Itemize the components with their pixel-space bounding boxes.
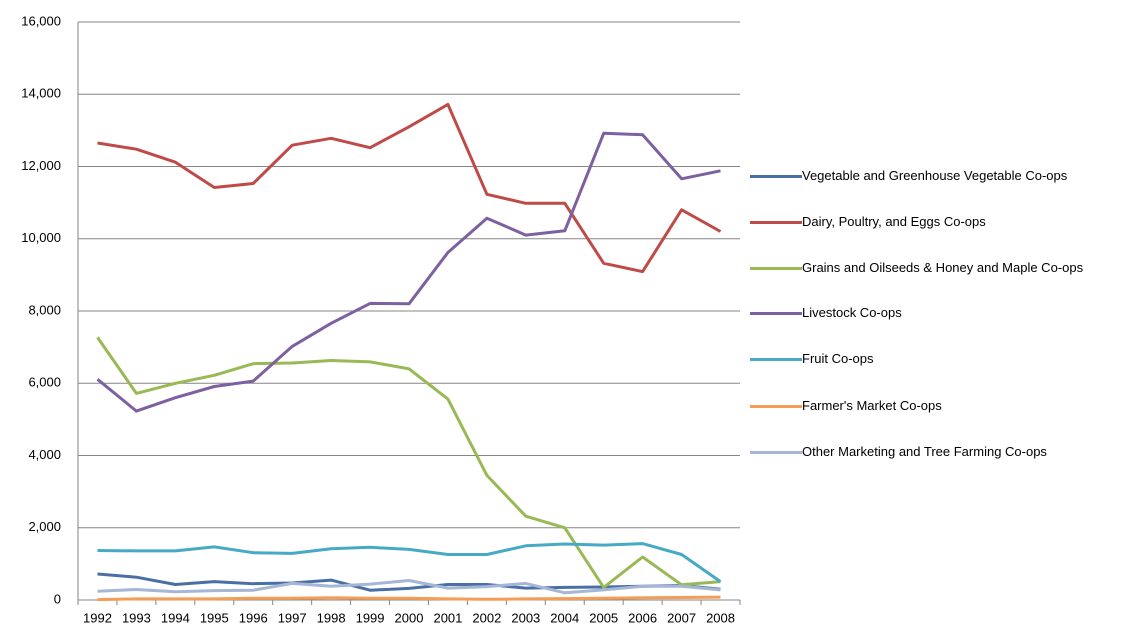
y-tick-label: 12,000 — [21, 158, 61, 173]
y-tick-label: 14,000 — [21, 86, 61, 101]
legend-entry: Farmer's Market Co-ops — [750, 398, 1132, 414]
x-tick-label: 1994 — [161, 610, 190, 625]
y-tick-label: 0 — [54, 591, 61, 606]
legend-swatch — [750, 358, 802, 361]
y-tick-label: 6,000 — [28, 375, 61, 390]
legend-entry: Grains and Oilseeds & Honey and Maple Co… — [750, 260, 1102, 276]
series-line — [96, 131, 721, 413]
series-line — [97, 572, 721, 592]
legend-label: Other Marketing and Tree Farming Co-ops — [802, 444, 1047, 459]
y-tick-label: 4,000 — [28, 447, 61, 462]
legend-entry: Fruit Co-ops — [750, 351, 1132, 367]
x-tick-label: 2002 — [472, 610, 501, 625]
x-tick-label: 1995 — [200, 610, 229, 625]
legend-swatch — [750, 267, 802, 270]
legend-label: Dairy, Poultry, and Eggs Co-ops — [802, 214, 986, 229]
legend-entry: Livestock Co-ops — [750, 305, 1132, 321]
chart: 0 2,000 4,000 6,000 8,000 10,000 12,000 14,000 1… — [21, 13, 741, 625]
y-tick-label: 2,000 — [28, 519, 61, 534]
x-tick-label: 1997 — [278, 610, 307, 625]
series-line — [97, 579, 721, 595]
legend-label: Vegetable and Greenhouse Vegetable Co-op… — [802, 168, 1068, 183]
x-tick-label: 1996 — [239, 610, 268, 625]
y-tick-label: 10,000 — [21, 230, 61, 245]
legend-swatch — [750, 221, 802, 224]
legend: Vegetable and Greenhouse Vegetable Co-op… — [750, 0, 1130, 626]
legend-swatch — [750, 405, 802, 408]
legend-swatch — [750, 451, 802, 454]
series-line — [97, 102, 722, 274]
x-tick-label: 1993 — [122, 610, 151, 625]
x-tick-label: 2001 — [433, 610, 462, 625]
legend-swatch — [750, 312, 802, 315]
series-line — [97, 595, 721, 602]
x-tick-label: 2004 — [550, 610, 579, 625]
x-tick-label: 2000 — [395, 610, 424, 625]
legend-label: Fruit Co-ops — [802, 351, 874, 366]
legend-entry: Other Marketing and Tree Farming Co-ops — [750, 444, 1132, 460]
x-tick-label: 1999 — [356, 610, 385, 625]
x-tick-label: 2005 — [589, 610, 618, 625]
x-tick-label: 2003 — [511, 610, 540, 625]
legend-label: Livestock Co-ops — [802, 305, 902, 320]
x-tick-label: 2007 — [667, 610, 696, 625]
x-tick-label: 1998 — [317, 610, 346, 625]
x-tick-label: 1992 — [83, 610, 112, 625]
legend-label: Farmer's Market Co-ops — [802, 398, 942, 413]
x-tick-label: 2006 — [628, 610, 657, 625]
legend-label: Grains and Oilseeds & Honey and Maple Co… — [802, 260, 1084, 275]
y-tick-label: 16,000 — [21, 13, 61, 28]
series-line — [97, 542, 722, 583]
legend-entry: Vegetable and Greenhouse Vegetable Co-op… — [750, 168, 1132, 184]
series-line — [96, 336, 721, 589]
y-tick-label: 8,000 — [28, 302, 61, 317]
x-tick-label: 2008 — [706, 610, 735, 625]
legend-entry: Dairy, Poultry, and Eggs Co-ops — [750, 214, 1132, 230]
legend-swatch — [750, 175, 802, 178]
